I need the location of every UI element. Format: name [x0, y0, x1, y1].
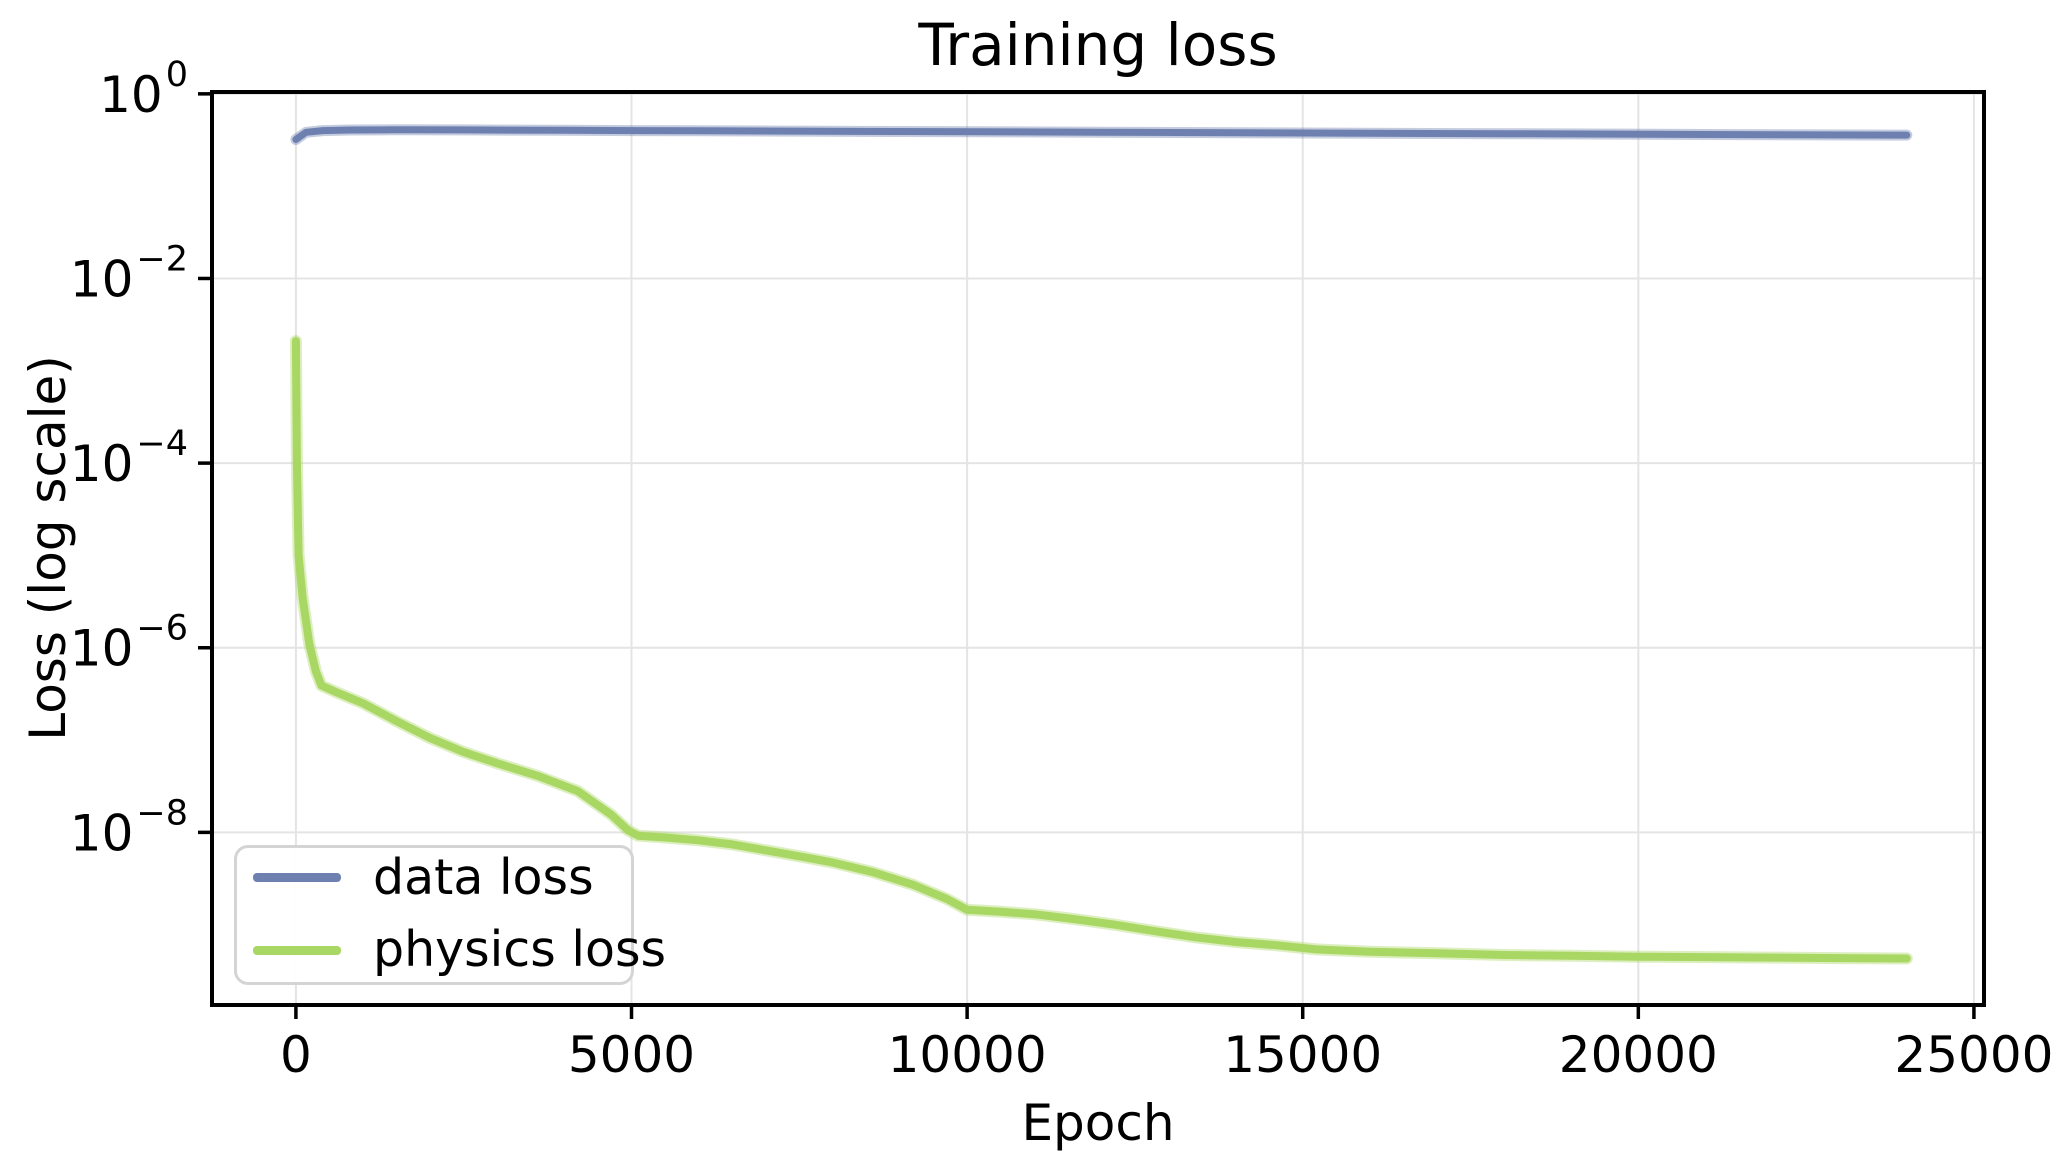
- y-axis-label: Loss (log scale): [19, 355, 77, 741]
- data-loss-line-swatch: [253, 873, 341, 883]
- legend-item-physics-loss: physics loss: [253, 921, 666, 978]
- legend-item-data-loss: data loss: [253, 848, 631, 906]
- x-tick-label-20000: 20000: [1559, 1026, 1718, 1084]
- series-line-data-loss: [292, 126, 1911, 143]
- y-tick-label-1e-4: 10−4: [70, 424, 188, 493]
- legend-label-physics-loss: physics loss: [373, 921, 666, 978]
- x-axis-label: Epoch: [1021, 1094, 1175, 1152]
- y-tick-label-1e-6: 10−6: [70, 609, 188, 678]
- x-tick-label-10000: 10000: [888, 1026, 1047, 1084]
- x-tick-label-15000: 15000: [1223, 1026, 1382, 1084]
- legend-label-data-loss: data loss: [373, 848, 594, 906]
- x-tick-label-25000: 25000: [1894, 1026, 2053, 1084]
- y-tick-label-1e0: 100: [99, 55, 188, 124]
- series-line-physics-loss: [291, 337, 1911, 963]
- x-tick-label-5000: 5000: [568, 1026, 695, 1084]
- x-tick-label-0: 0: [280, 1026, 312, 1084]
- legend: data loss physics loss: [234, 845, 666, 985]
- y-tick-label-1e-8: 10−8: [70, 793, 188, 862]
- y-tick-label-1e-2: 10−2: [70, 239, 188, 308]
- physics-loss-line-swatch: [253, 945, 341, 955]
- axes-box: [210, 90, 1986, 1007]
- chart-title: Training loss: [918, 11, 1278, 79]
